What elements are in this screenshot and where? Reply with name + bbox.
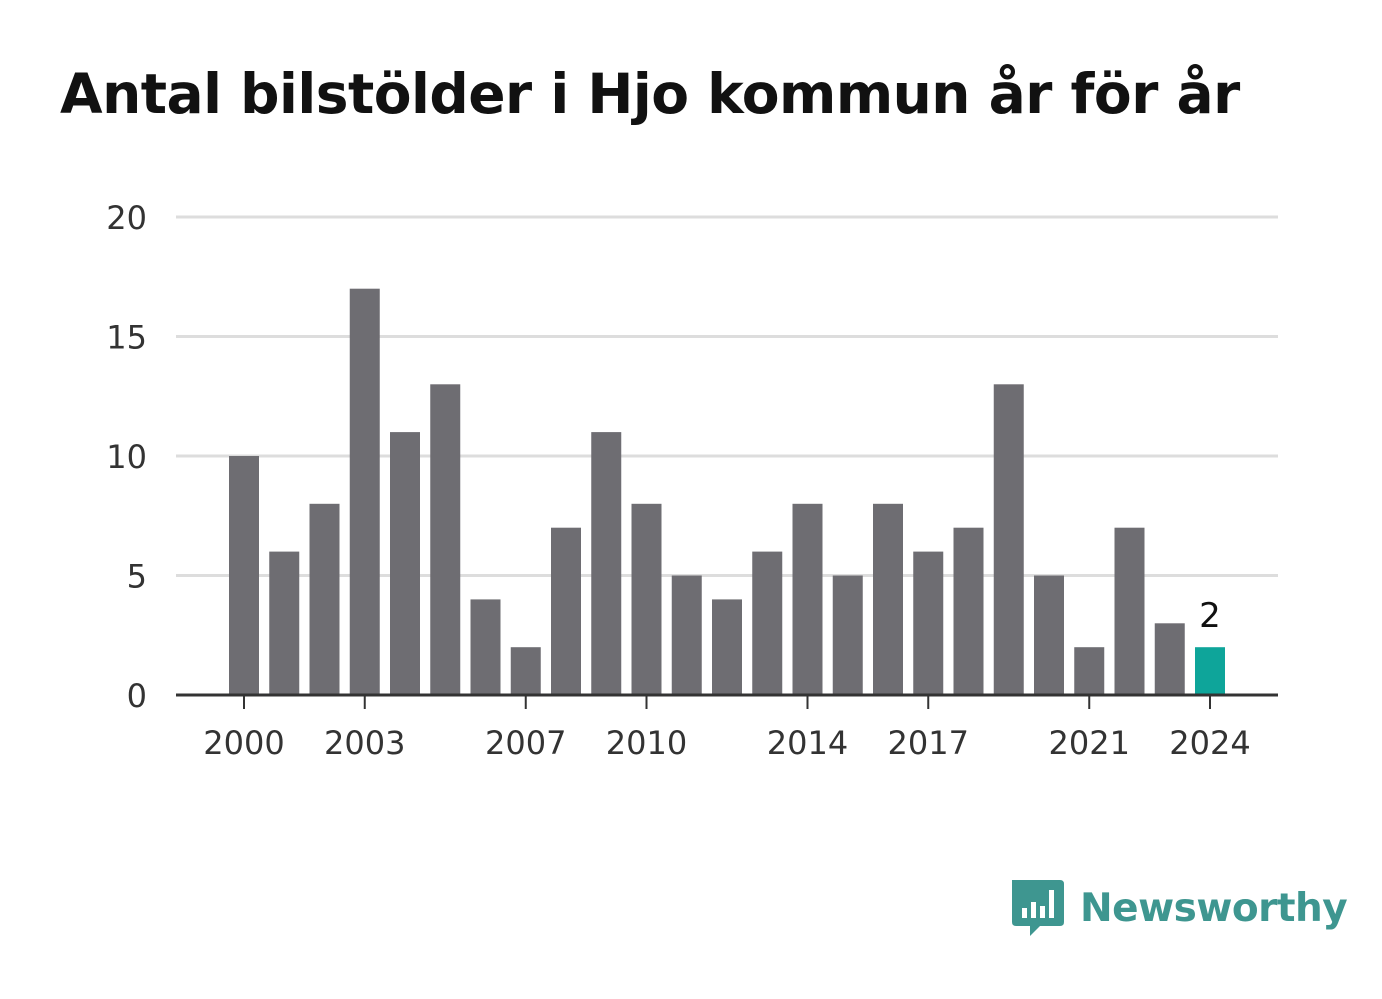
y-tick-label: 5 [127, 558, 147, 596]
bar-2018 [953, 527, 984, 695]
y-tick-label: 15 [106, 319, 147, 357]
x-axis-ticks: 2000 2003 2007 2010 2014 2017 2021 2024 [176, 693, 1278, 762]
bar-2020 [1034, 575, 1064, 695]
bar-2003 [349, 288, 380, 695]
bar-2012 [712, 599, 742, 695]
bar-2024 [1195, 647, 1225, 695]
brand-name: Newsworthy [1080, 885, 1348, 931]
bar-2011 [671, 575, 702, 695]
bar-2004 [390, 432, 420, 695]
bar-2009 [591, 432, 622, 695]
data-labels: 2 [1199, 596, 1221, 636]
bar-2017 [913, 551, 944, 695]
y-tick-label: 0 [127, 677, 147, 715]
y-axis-ticks: 0 5 10 15 20 [106, 199, 147, 715]
x-tick-label: 2003 [324, 724, 405, 762]
bar-2001 [269, 551, 300, 695]
chart-title: Antal bilstölder i Hjo kommun år för år [60, 62, 1240, 126]
bar-2005 [430, 384, 461, 695]
data-label-2024: 2 [1199, 596, 1221, 636]
bar-2000 [229, 456, 259, 695]
bar-2002 [309, 503, 340, 695]
bar-2015 [832, 575, 863, 695]
bar-2008 [551, 527, 581, 695]
gridlines [176, 215, 1278, 577]
x-tick-label: 2000 [203, 724, 284, 762]
x-tick-label: 2024 [1169, 724, 1250, 762]
bar-2021 [1074, 647, 1105, 695]
x-tick-label: 2021 [1049, 724, 1130, 762]
x-tick-label: 2010 [606, 724, 687, 762]
bar-2007 [510, 647, 541, 695]
bar-chart-speech-bubble-icon [1012, 880, 1064, 936]
bar-2023 [1154, 623, 1185, 695]
bar-2013 [752, 551, 783, 695]
x-tick-label: 2017 [888, 724, 969, 762]
newsworthy-logo: Newsworthy [1010, 878, 1348, 938]
bars [229, 288, 1225, 695]
bar-2016 [873, 503, 903, 695]
y-tick-label: 20 [106, 199, 147, 237]
bar-2014 [792, 503, 823, 695]
y-tick-label: 10 [106, 438, 147, 476]
bar-2010 [631, 503, 662, 695]
x-tick-label: 2014 [767, 724, 848, 762]
x-tick-label: 2007 [485, 724, 566, 762]
bar-2019 [993, 384, 1024, 695]
bar-2006 [470, 599, 501, 695]
bar-2022 [1114, 527, 1145, 695]
